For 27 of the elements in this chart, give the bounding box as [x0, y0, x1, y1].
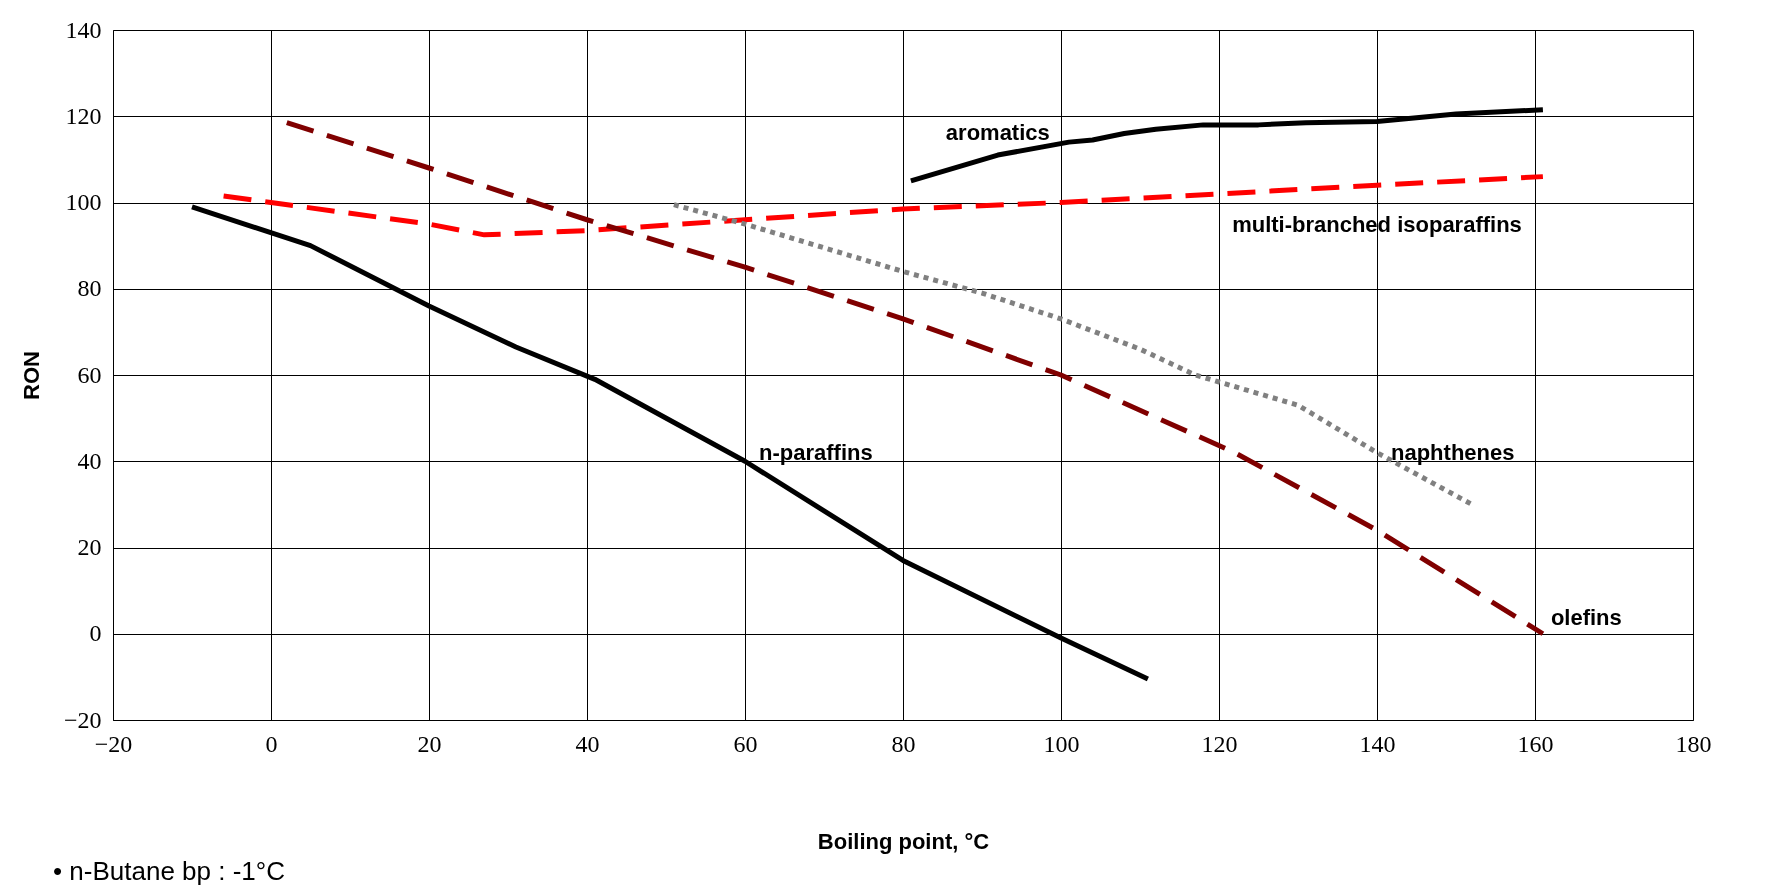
y-tick-label: −20: [63, 706, 102, 733]
x-tick-label: −20: [94, 730, 133, 757]
x-tick-label: 80: [891, 730, 916, 757]
x-tick-label: 180: [1675, 730, 1712, 757]
series-label: n-paraffins: [759, 440, 873, 466]
y-tick-label: 120: [65, 102, 102, 129]
y-tick-label: 60: [77, 361, 102, 388]
y-tick-label: 80: [77, 275, 102, 302]
series-label: naphthenes: [1391, 439, 1515, 465]
x-tick-label: 140: [1359, 730, 1396, 757]
x-tick-label: 160: [1517, 730, 1554, 757]
x-axis-title: Boiling point, °C: [817, 828, 990, 854]
y-axis-title: RON: [18, 351, 44, 400]
y-tick-label: 0: [89, 620, 102, 647]
x-tick-label: 60: [733, 730, 758, 757]
x-tick-label: 0: [265, 730, 278, 757]
y-tick-label: 140: [65, 16, 102, 43]
y-tick-label: 20: [77, 534, 102, 560]
text: • n-Butane bp : -1°C: [53, 856, 285, 886]
series-label: olefins: [1550, 604, 1622, 630]
x-tick-label: 120: [1201, 730, 1238, 757]
y-tick-label: 40: [77, 447, 102, 474]
x-tick-label: 20: [417, 730, 442, 757]
x-tick-label: 40: [575, 730, 600, 757]
x-tick-label: 100: [1043, 730, 1080, 757]
y-tick-label: 100: [65, 189, 102, 215]
series-label: aromatics: [945, 120, 1050, 146]
